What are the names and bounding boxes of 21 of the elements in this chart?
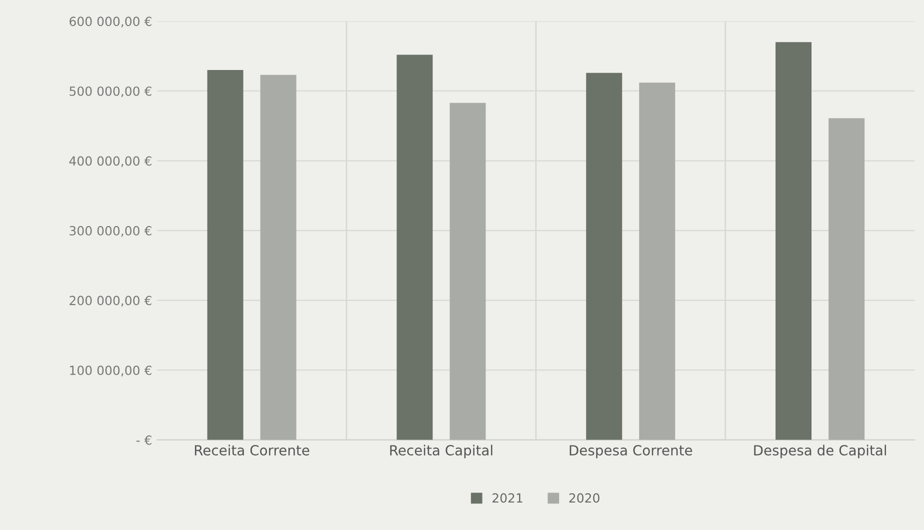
- x-tick-label: Receita Capital: [390, 444, 492, 458]
- legend-label: 2021: [492, 493, 522, 503]
- y-tick-label: 200 000,00 €: [70, 296, 152, 307]
- y-tick-label: 100 000,00 €: [70, 366, 152, 376]
- bar: [828, 118, 865, 440]
- y-tick-label: - €: [136, 435, 152, 445]
- y-tick-label: 300 000,00 €: [70, 226, 152, 237]
- legend-label: 2020: [569, 493, 600, 503]
- bar: [396, 54, 433, 440]
- y-tick-label: 500 000,00 €: [70, 86, 152, 98]
- bar: [776, 42, 812, 440]
- y-tick-label: 600 000,00 €: [70, 16, 152, 28]
- y-tick-label: 400 000,00 €: [69, 156, 152, 167]
- x-tick-label: Despesa Corrente: [570, 445, 692, 458]
- bar: [260, 74, 296, 440]
- x-tick-label: Despesa de Capital: [754, 444, 886, 458]
- bar: [207, 70, 244, 440]
- bar: [586, 72, 622, 440]
- bar: [450, 102, 486, 440]
- x-tick-label: Receita Corrente: [194, 444, 310, 456]
- bar: [639, 82, 676, 440]
